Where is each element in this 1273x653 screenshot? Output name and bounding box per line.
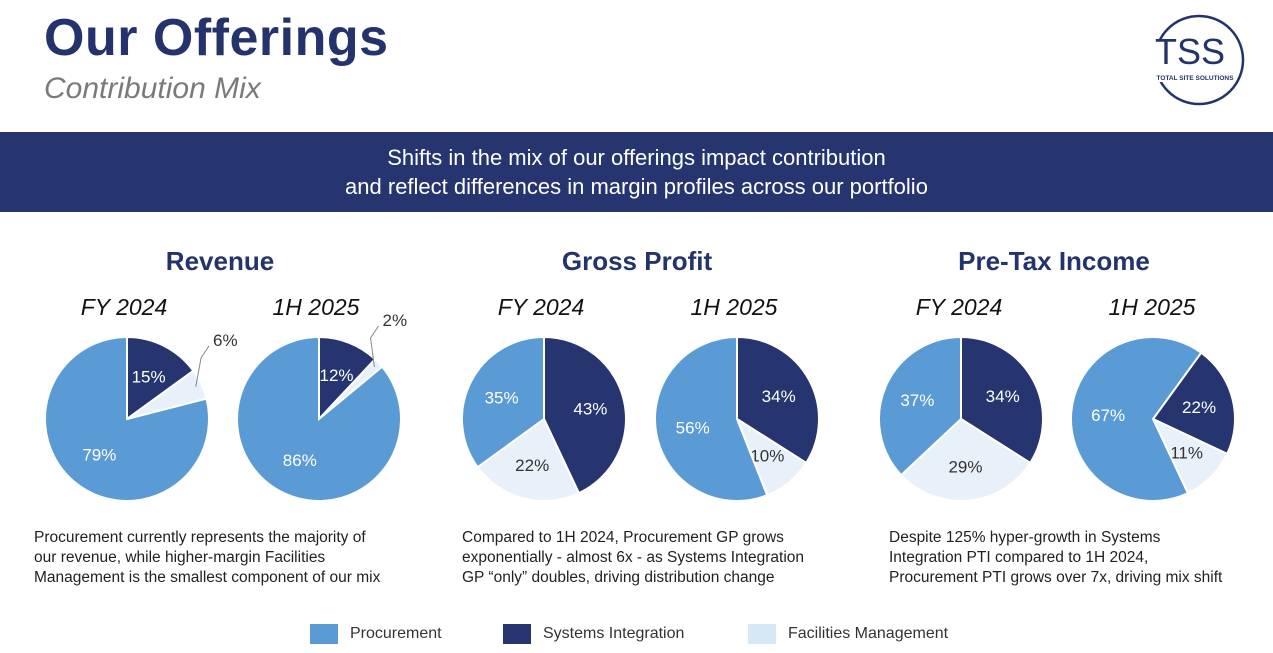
description-line: Management is the smallest component of … xyxy=(34,569,381,586)
pie-data-label: 22% xyxy=(515,456,549,475)
pie-data-label: 11% xyxy=(1170,444,1203,463)
pie-chart-pre-tax-income-fy2024: 34% 29% 37% xyxy=(878,335,1044,502)
description-line: GP “only” doubles, driving distribution … xyxy=(462,569,775,586)
banner-line-1: Shifts in the mix of our offerings impac… xyxy=(387,145,886,170)
headline-banner: Shifts in the mix of our offerings impac… xyxy=(0,132,1273,212)
pie-slice-facilities-management xyxy=(899,417,1032,502)
logo-subtext: TOTAL SITE SOLUTIONS xyxy=(1157,75,1235,82)
pie-slice-systems-integration xyxy=(543,335,627,495)
label-leader-line xyxy=(370,325,379,368)
legend-label: Systems Integration xyxy=(543,625,685,642)
pie-data-label: 35% xyxy=(485,388,519,407)
banner-line-2: and reflect differences in margin profil… xyxy=(345,174,928,199)
description-line: Procurement PTI grows over 7x, driving m… xyxy=(889,569,1223,586)
pie-chart-pre-tax-income-1h2025: 22% 11% 67% xyxy=(1070,336,1237,502)
pie-slice-procurement xyxy=(44,335,210,502)
pie-slice-procurement xyxy=(236,335,402,502)
pie-data-label: 34% xyxy=(762,387,796,406)
pie-chart-revenue-fy2024: 15% 6% 79% xyxy=(44,331,238,502)
pie-slice-procurement xyxy=(878,335,962,477)
pie-data-label: 43% xyxy=(573,400,607,419)
section-title-pre-tax-income: Pre-Tax Income xyxy=(958,246,1150,276)
pie-data-label: 34% xyxy=(986,387,1020,406)
period-label: 1H 2025 xyxy=(1108,294,1196,320)
tss-logo: TSS TOTAL SITE SOLUTIONS xyxy=(1146,14,1245,106)
pie-chart-gross-profit-1h2025: 34% 10% 56% xyxy=(654,335,820,502)
period-label: FY 2024 xyxy=(497,294,585,320)
label-leader-line xyxy=(195,345,210,387)
legend-label: Facilities Management xyxy=(788,625,949,642)
pie-data-label: 79% xyxy=(82,446,116,465)
pie-data-label: 22% xyxy=(1182,398,1216,417)
pie-slice-systems-integration xyxy=(318,335,377,422)
legend-label: Procurement xyxy=(350,625,442,642)
chart-legend: Procurement Systems Integration Faciliti… xyxy=(0,624,1273,648)
description-line: Procurement currently represents the maj… xyxy=(34,529,366,546)
section-description-gross-profit: Compared to 1H 2024, Procurement GP grow… xyxy=(462,528,804,588)
pie-slice-procurement xyxy=(461,335,545,469)
pie-data-label: 37% xyxy=(900,391,934,410)
description-line: our revenue, while higher-margin Facilit… xyxy=(34,549,326,566)
pie-slice-procurement xyxy=(1070,336,1203,502)
section-description-pre-tax-income: Despite 125% hyper-growth in Systems Int… xyxy=(889,528,1222,588)
period-label: 1H 2025 xyxy=(690,294,778,320)
pie-data-label: 56% xyxy=(676,418,710,437)
logo-text: TSS xyxy=(1155,31,1225,72)
pie-data-label: 6% xyxy=(213,331,238,350)
pie-slice-facilities-management xyxy=(476,417,581,502)
pie-slice-systems-integration xyxy=(126,335,195,421)
section-description-revenue: Procurement currently represents the maj… xyxy=(34,528,380,588)
legend-swatch xyxy=(503,624,531,644)
pie-data-label: 67% xyxy=(1091,406,1125,425)
page-title: Our Offerings xyxy=(44,9,389,67)
pie-data-label: 15% xyxy=(132,368,166,387)
legend-item-facilities-management: Facilities Management xyxy=(748,624,948,644)
page-subtitle: Contribution Mix xyxy=(44,72,261,105)
pie-slice-procurement xyxy=(654,335,769,502)
description-line: Integration PTI compared to 1H 2024, xyxy=(889,549,1149,566)
period-label: 1H 2025 xyxy=(272,294,360,320)
description-line: Despite 125% hyper-growth in Systems xyxy=(889,529,1161,546)
pie-data-label: 2% xyxy=(383,311,408,330)
pie-data-label: 12% xyxy=(319,366,353,385)
section-title-revenue: Revenue xyxy=(165,246,275,276)
pie-data-label: 29% xyxy=(948,457,982,476)
legend-swatch xyxy=(310,624,338,644)
description-line: Compared to 1H 2024, Procurement GP grow… xyxy=(462,529,784,546)
legend-item-systems-integration: Systems Integration xyxy=(503,624,684,644)
pie-chart-gross-profit-fy2024: 43% 22% 35% xyxy=(461,335,627,502)
description-line: exponentially - almost 6x - as Systems I… xyxy=(462,549,805,566)
pie-data-label: 10% xyxy=(750,447,784,466)
section-title-gross-profit: Gross Profit xyxy=(561,246,713,276)
pie-chart-revenue-1h2025: 12% 2% 86% xyxy=(236,311,407,502)
period-label: FY 2024 xyxy=(915,294,1003,320)
legend-swatch xyxy=(748,624,776,644)
legend-item-procurement: Procurement xyxy=(310,624,442,644)
period-label: FY 2024 xyxy=(80,294,168,320)
pie-data-label: 86% xyxy=(283,451,317,470)
